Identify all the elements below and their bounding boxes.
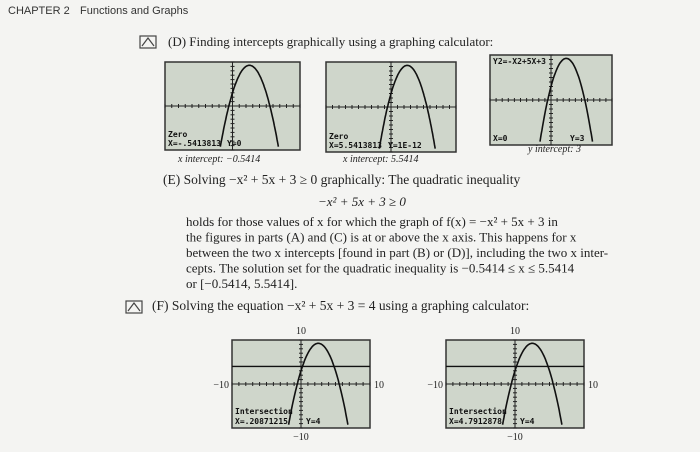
graph-curve bbox=[287, 342, 349, 425]
screen-text: X=.20871215 bbox=[235, 417, 288, 426]
window-label: −10 bbox=[293, 432, 309, 443]
screen-text: Y=1E-12 bbox=[388, 141, 422, 150]
paragraph-line: or [−0.5414, 5.5414]. bbox=[186, 276, 297, 291]
paragraph-line: cepts. The solution set for the quadrati… bbox=[186, 261, 575, 276]
paragraph-line: the figures in parts (A) and (C) is at o… bbox=[186, 230, 577, 245]
screen-text: Intersection bbox=[235, 406, 293, 416]
caption: y intercept: 3 bbox=[527, 144, 581, 155]
section-heading: (E) Solving −x² + 5x + 3 ≥ 0 graphically… bbox=[163, 172, 520, 187]
caption: x intercept: −0.5414 bbox=[177, 154, 260, 165]
screen-text: Y=4 bbox=[306, 417, 321, 426]
screen-text: Y2=-X2+5X+3 bbox=[493, 57, 546, 66]
paragraph-line: holds for those values of x for which th… bbox=[186, 214, 558, 229]
window-label: 10 bbox=[374, 380, 384, 391]
window-label: 10 bbox=[510, 326, 520, 337]
section-heading: (F) Solving the equation −x² + 5x + 3 = … bbox=[152, 298, 529, 313]
screen-text: Y=0 bbox=[227, 139, 242, 148]
screen-text: Intersection bbox=[449, 406, 507, 416]
screen-text: X=-.5413813 bbox=[168, 139, 221, 148]
paragraph-line: between the two x intercepts [found in p… bbox=[186, 245, 608, 260]
chapter-label: CHAPTER 2 bbox=[8, 5, 70, 17]
icon bbox=[125, 35, 157, 314]
chapter-title: Functions and Graphs bbox=[80, 5, 189, 17]
graph-curve bbox=[501, 342, 563, 425]
window-label: −10 bbox=[427, 380, 443, 391]
window-label: −10 bbox=[507, 432, 523, 443]
screen-text: X=5.5413813 bbox=[329, 141, 382, 150]
caption: x intercept: 5.5414 bbox=[342, 154, 418, 165]
screen-text: X=0 bbox=[493, 134, 508, 143]
window-label: 10 bbox=[296, 326, 306, 337]
window-label: −10 bbox=[213, 380, 229, 391]
screen-text: Y=4 bbox=[520, 417, 535, 426]
window-label: 10 bbox=[588, 380, 598, 391]
screen-text: Y=3 bbox=[570, 134, 585, 143]
graph-curve bbox=[378, 64, 436, 149]
graph-curve bbox=[219, 64, 280, 147]
screen-text: Zero bbox=[329, 132, 348, 141]
screen-text: X=4.7912878 bbox=[449, 417, 502, 426]
section-heading: (D) Finding intercepts graphically using… bbox=[168, 34, 493, 49]
graph-curve bbox=[539, 57, 594, 142]
screen-text: Zero bbox=[168, 130, 187, 139]
equation: −x² + 5x + 3 ≥ 0 bbox=[318, 194, 406, 209]
